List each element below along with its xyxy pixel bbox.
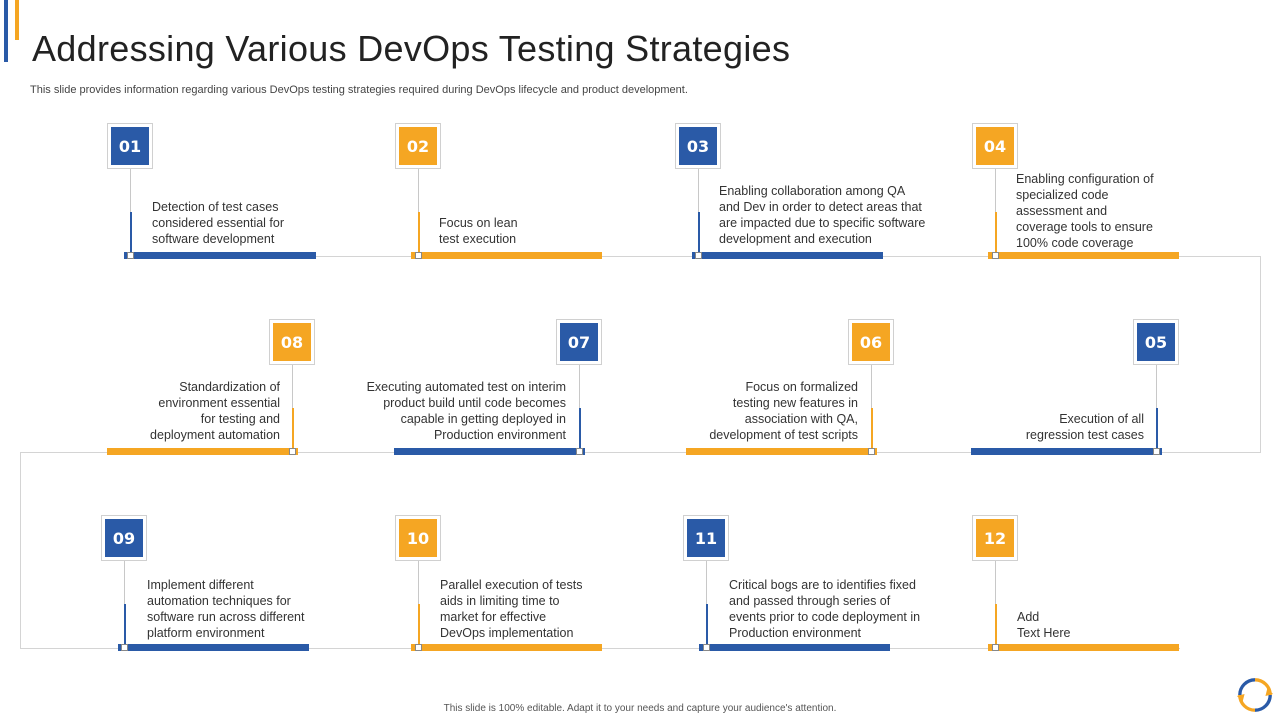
- step-stem-accent: [123, 604, 126, 644]
- step-stem: [418, 561, 419, 644]
- step-number-badge: 03: [679, 127, 717, 165]
- step-description: Enabling collaboration among QA and Dev …: [719, 184, 926, 246]
- step-description: Focus on formalized testing new features…: [709, 380, 858, 442]
- step-description: Standardization of environment essential…: [150, 380, 280, 442]
- footer-note: This slide is 100% editable. Adapt it to…: [443, 703, 837, 714]
- step-description: Detection of test cases considered essen…: [152, 200, 285, 246]
- step-anchor-dot: [415, 252, 422, 259]
- step-anchor-dot: [576, 448, 583, 455]
- step-stem-accent: [697, 212, 700, 252]
- step-description: Execution of all regression test cases: [1025, 412, 1144, 442]
- step-stem-accent: [291, 408, 294, 448]
- step-stem: [698, 169, 699, 252]
- step-base-bar: [411, 252, 602, 259]
- step-anchor-dot: [415, 644, 422, 651]
- step-base-bar: [118, 644, 309, 651]
- step-number-badge: 01: [111, 127, 149, 165]
- step-base-bar: [699, 644, 890, 651]
- step-stem: [579, 365, 580, 448]
- step-stem: [871, 365, 872, 448]
- step-description: Add Text Here: [1017, 610, 1071, 640]
- step-anchor-dot: [703, 644, 710, 651]
- step-stem: [124, 561, 125, 644]
- step-number-badge: 04: [976, 127, 1014, 165]
- step-stem-accent: [994, 604, 997, 644]
- step-anchor-dot: [992, 252, 999, 259]
- step-stem: [292, 365, 293, 448]
- step-base-bar: [988, 252, 1179, 259]
- circular-arrows-icon: [1236, 678, 1274, 712]
- connector-right-vertical: [1260, 256, 1261, 453]
- accent-bar-orange: [15, 0, 19, 40]
- step-stem-accent: [1155, 408, 1158, 448]
- connector-left-vertical: [20, 452, 21, 649]
- step-description: Implement different automation technique…: [147, 578, 305, 640]
- step-number-badge: 12: [976, 519, 1014, 557]
- step-stem: [130, 169, 131, 252]
- step-base-bar: [692, 252, 883, 259]
- step-base-bar: [971, 448, 1162, 455]
- step-number-badge: 08: [273, 323, 311, 361]
- step-stem: [418, 169, 419, 252]
- step-base-bar: [686, 448, 877, 455]
- step-anchor-dot: [289, 448, 296, 455]
- step-description: Parallel execution of tests aids in limi…: [440, 578, 583, 640]
- step-number-badge: 07: [560, 323, 598, 361]
- step-stem: [1156, 365, 1157, 448]
- step-number-badge: 10: [399, 519, 437, 557]
- connector-row-2: [20, 452, 1261, 453]
- step-stem: [995, 561, 996, 644]
- step-stem-accent: [870, 408, 873, 448]
- step-number-badge: 05: [1137, 323, 1175, 361]
- step-anchor-dot: [992, 644, 999, 651]
- step-anchor-dot: [868, 448, 875, 455]
- step-stem-accent: [578, 408, 581, 448]
- step-stem: [995, 169, 996, 252]
- step-description: Critical bogs are to identifies fixed an…: [729, 578, 921, 640]
- step-number-badge: 06: [852, 323, 890, 361]
- step-anchor-dot: [1153, 448, 1160, 455]
- step-description: Focus on lean test execution: [439, 216, 518, 246]
- step-description: Enabling configuration of specialized co…: [1016, 172, 1154, 250]
- step-stem: [706, 561, 707, 644]
- step-number-badge: 02: [399, 127, 437, 165]
- step-base-bar: [411, 644, 602, 651]
- step-description: Executing automated test on interim prod…: [366, 380, 566, 442]
- step-anchor-dot: [127, 252, 134, 259]
- step-base-bar: [124, 252, 316, 259]
- accent-bar-blue: [4, 0, 8, 62]
- step-stem-accent: [417, 212, 420, 252]
- step-number-badge: 09: [105, 519, 143, 557]
- step-base-bar: [107, 448, 298, 455]
- page-title: Addressing Various DevOps Testing Strate…: [32, 28, 791, 69]
- step-base-bar: [394, 448, 585, 455]
- step-anchor-dot: [121, 644, 128, 651]
- step-anchor-dot: [695, 252, 702, 259]
- step-base-bar: [988, 644, 1179, 651]
- step-stem-accent: [705, 604, 708, 644]
- step-number-badge: 11: [687, 519, 725, 557]
- step-stem-accent: [417, 604, 420, 644]
- step-stem-accent: [994, 212, 997, 252]
- step-stem-accent: [129, 212, 132, 252]
- page-subtitle: This slide provides information regardin…: [30, 84, 688, 96]
